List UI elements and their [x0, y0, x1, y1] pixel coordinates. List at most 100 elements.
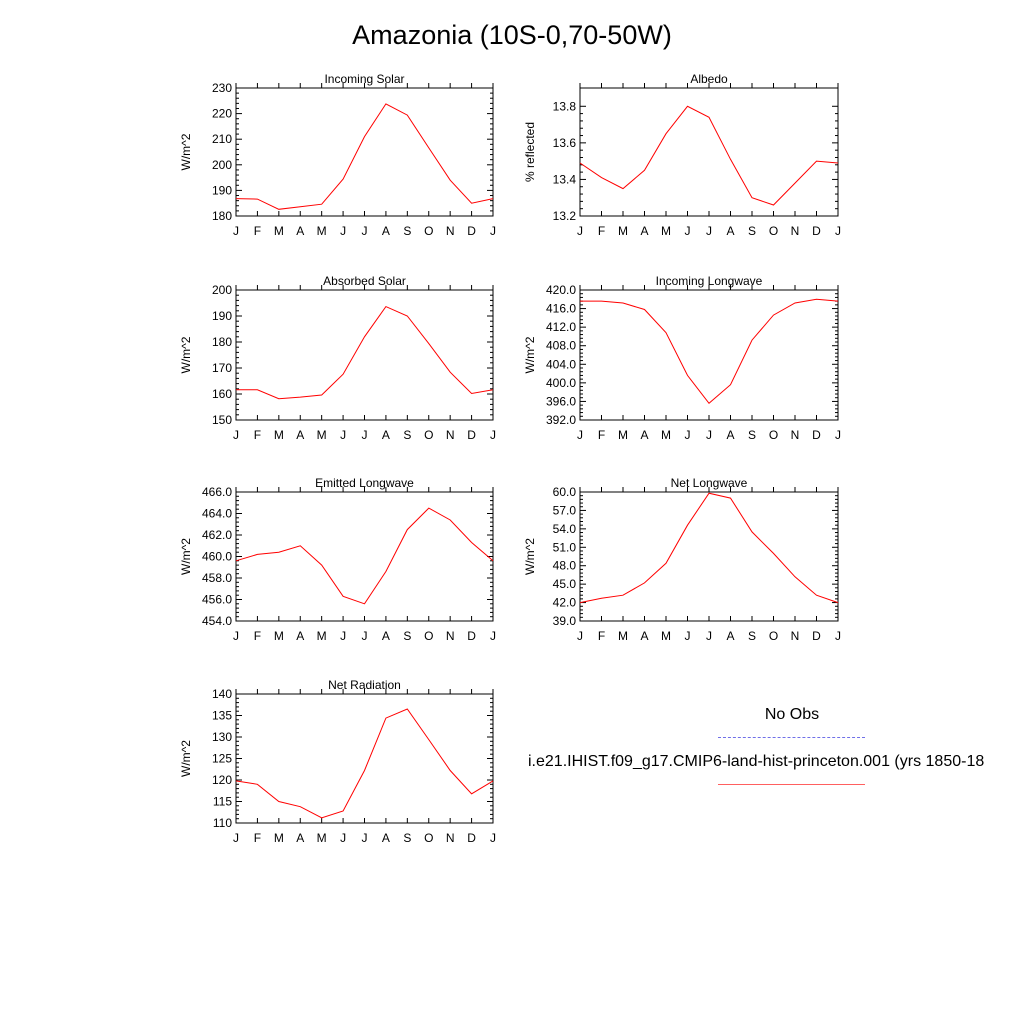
x-tick-label: D — [812, 629, 821, 643]
y-axis-label: W/m^2 — [179, 740, 193, 777]
x-tick-label: D — [812, 224, 821, 238]
x-tick-label: S — [403, 629, 411, 643]
x-tick-label: S — [403, 831, 411, 845]
x-tick-label: J — [340, 224, 346, 238]
plot-frame — [579, 491, 839, 622]
x-tick-label: J — [706, 224, 712, 238]
x-tick-label: N — [791, 224, 800, 238]
x-tick-label: J — [340, 428, 346, 442]
y-tick-label: 456.0 — [202, 593, 232, 607]
y-tick-label: 458.0 — [202, 571, 232, 585]
x-tick-label: J — [685, 629, 691, 643]
x-tick-label: J — [362, 831, 368, 845]
y-tick-label: 408.0 — [546, 339, 576, 353]
series-line-0 — [579, 492, 839, 604]
x-tick-label: M — [661, 629, 671, 643]
y-tick-label: 57.0 — [553, 503, 577, 517]
x-tick-label: J — [233, 831, 239, 845]
x-tick-label: F — [598, 224, 605, 238]
y-tick-label: 416.0 — [546, 302, 576, 316]
x-tick-label: O — [424, 831, 433, 845]
x-tick-label: S — [403, 428, 411, 442]
x-tick-label: M — [274, 629, 284, 643]
x-tick-label: M — [317, 831, 327, 845]
x-tick-label: M — [274, 224, 284, 238]
x-tick-label: A — [296, 428, 304, 442]
y-tick-label: 210 — [212, 132, 232, 146]
legend-model-line — [718, 784, 865, 785]
legend-obs-line — [718, 737, 865, 738]
x-tick-label: J — [685, 224, 691, 238]
y-tick-label: 51.0 — [553, 540, 577, 554]
y-axis-label: W/m^2 — [179, 133, 193, 170]
series-line-0 — [235, 103, 494, 210]
x-tick-label: M — [661, 224, 671, 238]
x-tick-label: A — [726, 629, 734, 643]
x-tick-label: J — [490, 831, 496, 845]
x-tick-label: S — [403, 224, 411, 238]
x-tick-label: O — [424, 428, 433, 442]
x-tick-label: J — [233, 428, 239, 442]
x-tick-label: M — [618, 629, 628, 643]
y-tick-label: 404.0 — [546, 357, 576, 371]
x-tick-label: A — [726, 224, 734, 238]
y-axis-label: % reflected — [523, 122, 537, 182]
y-axis-label: W/m^2 — [179, 336, 193, 373]
x-tick-label: M — [618, 224, 628, 238]
x-tick-label: N — [791, 629, 800, 643]
y-tick-label: 150 — [212, 413, 232, 427]
x-tick-label: S — [748, 428, 756, 442]
x-tick-label: A — [296, 224, 304, 238]
x-tick-label: M — [618, 428, 628, 442]
x-tick-label: J — [577, 629, 583, 643]
figure-title: Amazonia (10S-0,70-50W) — [352, 20, 672, 50]
y-axis-label: W/m^2 — [179, 538, 193, 575]
y-tick-label: 396.0 — [546, 394, 576, 408]
y-tick-label: 464.0 — [202, 507, 232, 521]
y-tick-label: 60.0 — [553, 485, 577, 499]
x-tick-label: J — [233, 629, 239, 643]
x-tick-label: J — [362, 224, 368, 238]
y-tick-label: 466.0 — [202, 485, 232, 499]
x-tick-label: J — [577, 224, 583, 238]
plot-frame — [579, 289, 839, 421]
legend-model-label: i.e21.IHIST.f09_g17.CMIP6-land-hist-prin… — [528, 753, 985, 770]
panel-title: Incoming Solar — [324, 72, 404, 86]
x-tick-label: O — [769, 629, 778, 643]
y-tick-label: 462.0 — [202, 528, 232, 542]
series-line-0 — [580, 298, 839, 405]
panel-title: Net Longwave — [671, 476, 748, 490]
x-tick-label: A — [640, 428, 648, 442]
x-tick-label: O — [424, 224, 433, 238]
y-tick-label: 13.2 — [553, 209, 577, 223]
panel-title: Absorbed Solar — [323, 274, 406, 288]
x-tick-label: A — [640, 629, 648, 643]
x-tick-label: A — [382, 831, 390, 845]
y-tick-label: 190 — [212, 309, 232, 323]
x-tick-label: A — [640, 224, 648, 238]
plot-frame — [235, 693, 494, 824]
plot-frame — [235, 491, 494, 622]
x-tick-label: A — [726, 428, 734, 442]
y-tick-label: 54.0 — [553, 522, 577, 536]
x-tick-label: M — [317, 428, 327, 442]
y-tick-label: 160 — [212, 387, 232, 401]
y-tick-label: 200 — [212, 158, 232, 172]
y-tick-label: 13.6 — [553, 136, 577, 150]
panel-title: Incoming Longwave — [656, 274, 763, 288]
y-tick-label: 412.0 — [546, 320, 576, 334]
x-tick-label: A — [296, 831, 304, 845]
x-tick-label: M — [661, 428, 671, 442]
x-tick-label: F — [598, 428, 605, 442]
x-tick-label: F — [254, 224, 261, 238]
x-tick-label: J — [362, 428, 368, 442]
x-tick-label: A — [382, 224, 390, 238]
x-tick-label: D — [812, 428, 821, 442]
y-tick-label: 190 — [212, 183, 232, 197]
x-tick-label: J — [706, 428, 712, 442]
